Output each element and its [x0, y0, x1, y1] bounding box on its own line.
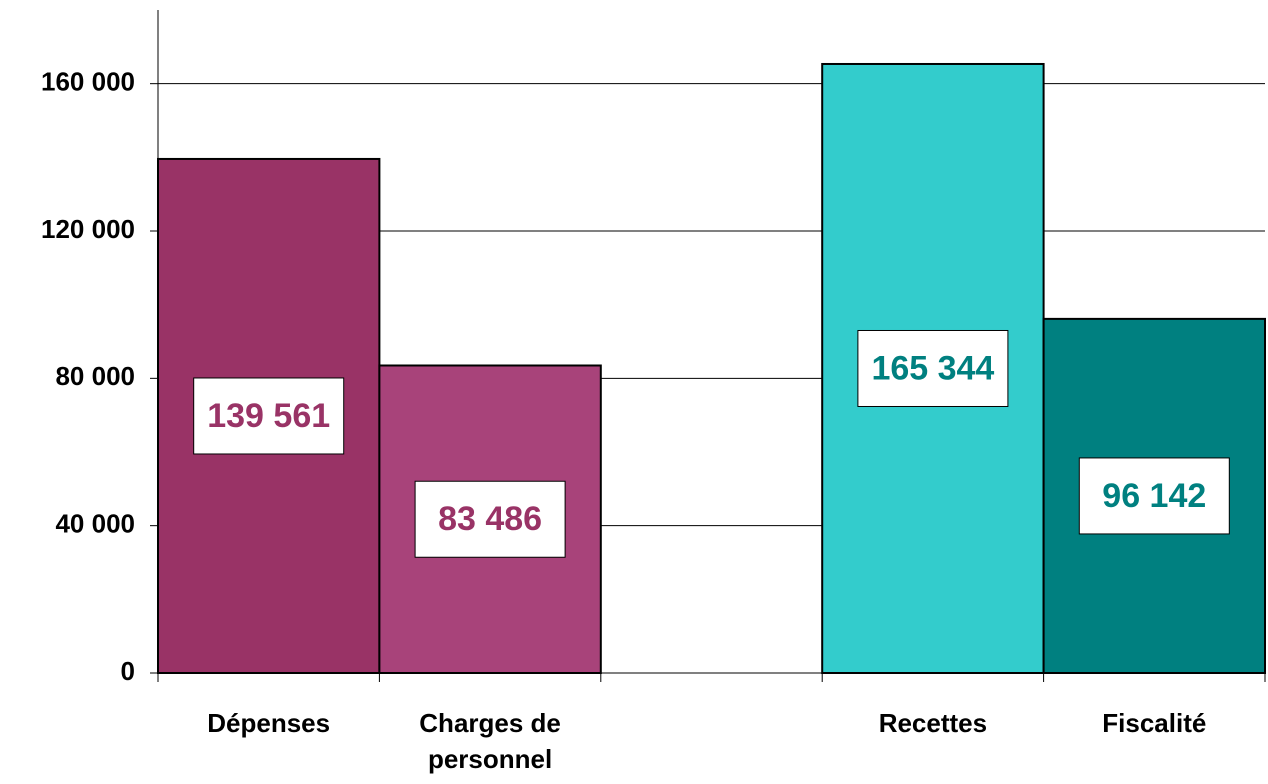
value-label: 165 344 [871, 349, 994, 387]
y-tick-label: 160 000 [41, 67, 135, 97]
value-label-box [1078, 457, 1230, 535]
y-tick-label: 80 000 [55, 361, 135, 391]
value-label: 83 486 [438, 500, 542, 538]
value-label: 96 142 [1102, 477, 1206, 515]
y-tick-label: 120 000 [41, 214, 135, 244]
y-tick-label: 40 000 [55, 509, 135, 539]
value-label-box [414, 480, 566, 558]
x-tick-label: Fiscalité [1102, 708, 1207, 738]
value-label: 139 561 [207, 397, 330, 435]
x-tick-label: Dépenses [207, 708, 331, 738]
value-label-box [857, 329, 1009, 407]
x-tick-label: Charges de personnel [419, 708, 561, 774]
x-tick-label: Recettes [878, 708, 988, 738]
y-tick-label: 0 [121, 656, 135, 686]
value-label-box [193, 377, 345, 455]
